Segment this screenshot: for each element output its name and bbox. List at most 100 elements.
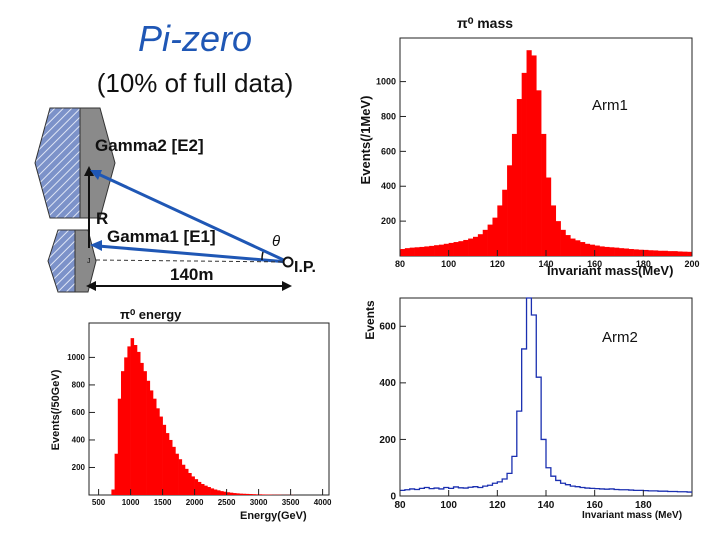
- bar-44: [614, 247, 620, 256]
- bar-13: [153, 398, 157, 495]
- bar-34: [220, 491, 224, 495]
- energy-xlabel: Energy(GeV): [240, 510, 307, 522]
- xtick-label-4: 2500: [218, 498, 236, 507]
- xtick-label-5: 3000: [250, 498, 268, 507]
- bar-6: [429, 245, 435, 256]
- arm1-xlabel: Invariant mass(MeV): [547, 263, 673, 278]
- bar-35: [223, 491, 227, 495]
- bar-26: [526, 50, 532, 256]
- bar-43: [609, 247, 615, 256]
- bar-41: [599, 246, 605, 256]
- bar-40: [594, 245, 600, 256]
- energy-ylabel: Events(/50GeV): [50, 369, 62, 450]
- bar-56: [672, 251, 678, 256]
- gamma1-label: Gamma1 [E1]: [107, 227, 216, 246]
- bar-59: [687, 251, 693, 256]
- energy-ticks: 500 1000 1500 2000 2500 3000 3500 4000 200 400 600…: [67, 353, 332, 507]
- bar-35: [570, 238, 576, 256]
- bar-42: [245, 493, 250, 495]
- ytick-label-1: 200: [379, 435, 396, 446]
- bar-14: [468, 238, 474, 256]
- detector-diagram: Gamma2 [E2] Gamma1 [E1] R θ I.P. 140m J: [34, 107, 316, 293]
- bar-46: [623, 248, 630, 256]
- arm2-annotation: Arm2: [602, 329, 638, 346]
- bar-10: [448, 242, 454, 256]
- xtick-label-3: 2000: [186, 498, 204, 507]
- bar-18: [169, 439, 173, 495]
- arm1-annotation: Arm1: [592, 97, 628, 114]
- bar-17: [165, 433, 170, 495]
- xtick-label-5: 180: [635, 500, 652, 511]
- arm1-bars: [400, 50, 693, 256]
- bar-33: [560, 229, 566, 256]
- xtick-label-1: 100: [440, 500, 457, 511]
- theta-label: θ: [272, 233, 280, 250]
- bar-41: [242, 493, 247, 495]
- bar-37: [580, 242, 586, 256]
- bar-53: [657, 250, 664, 256]
- bar-45: [255, 494, 259, 495]
- bar-24: [188, 472, 192, 495]
- bar-44: [252, 494, 256, 495]
- xtick-label-0: 80: [394, 500, 406, 511]
- bar-29: [541, 133, 547, 256]
- distance-arrowhead-left: [86, 281, 96, 291]
- arm1-ylabel: Events(/1MeV): [358, 96, 373, 185]
- bar-12: [149, 390, 154, 495]
- bar-42: [604, 246, 610, 256]
- bar-28: [536, 90, 542, 256]
- bar-28: [201, 483, 205, 495]
- bar-38: [584, 243, 591, 256]
- gamma2-arrowhead: [90, 170, 102, 180]
- bar-21: [178, 459, 183, 495]
- ytick-label-4: 1000: [376, 77, 396, 87]
- bar-29: [204, 485, 208, 495]
- bar-2: [117, 398, 122, 495]
- bar-57: [677, 251, 683, 256]
- ytick-label-3: 800: [381, 111, 396, 121]
- ip-label: I.P.: [294, 259, 316, 276]
- energy-chart: 500 1000 1500 2000 2500 3000 3500 4000 200 400 600…: [50, 307, 332, 522]
- xtick-label-2: 120: [489, 500, 506, 511]
- bar-23: [511, 133, 518, 256]
- lower-calorimeter: [47, 229, 97, 293]
- upper-calorimeter: [34, 107, 116, 219]
- xtick-label-3: 140: [538, 500, 555, 511]
- bar-8: [137, 351, 141, 495]
- bar-46: [258, 494, 263, 495]
- bar-31: [550, 205, 557, 256]
- xtick-label-5: 180: [636, 259, 651, 269]
- ytick-label-2: 600: [72, 408, 86, 417]
- bar-22: [507, 165, 513, 256]
- bar-36: [575, 240, 581, 256]
- bar-50: [643, 249, 649, 256]
- bar-25: [191, 476, 195, 495]
- bar-1: [114, 453, 119, 495]
- xtick-label-1: 100: [441, 259, 456, 269]
- xtick-label-7: 4000: [314, 498, 332, 507]
- bar-13: [463, 239, 469, 256]
- xtick-label-3: 140: [538, 259, 553, 269]
- gamma1-ray: [97, 244, 289, 264]
- xtick-label-2: 1500: [154, 498, 172, 507]
- bar-45: [619, 248, 625, 256]
- bar-14: [156, 408, 160, 495]
- distance-arrowhead-right: [282, 281, 292, 291]
- arm2-mass-chart: 80 100 120 140 160 180 0 200 400 600 Arm2 Invaria…: [363, 297, 693, 521]
- ytick-label-2: 600: [381, 146, 396, 156]
- bar-43: [249, 494, 253, 495]
- bar-38: [233, 493, 237, 495]
- ytick-label-0: 200: [381, 216, 396, 226]
- bar-54: [662, 250, 668, 256]
- arm2-xlabel: Invariant mass (MeV): [582, 510, 682, 521]
- ytick-label-0: 200: [72, 463, 86, 472]
- arm1-ticks: 80 100 120 140 160 180 200 200 400 600 800 1000: [376, 77, 700, 269]
- bar-55: [667, 251, 673, 256]
- arm1-title: π⁰ mass: [457, 15, 513, 31]
- bar-34: [565, 235, 571, 256]
- arm2-ylabel: Events: [363, 300, 377, 340]
- bar-32: [555, 221, 561, 256]
- ytick-label-4: 1000: [67, 353, 85, 362]
- bar-4: [124, 357, 128, 495]
- slide-title: Pi-zero: [137, 18, 253, 59]
